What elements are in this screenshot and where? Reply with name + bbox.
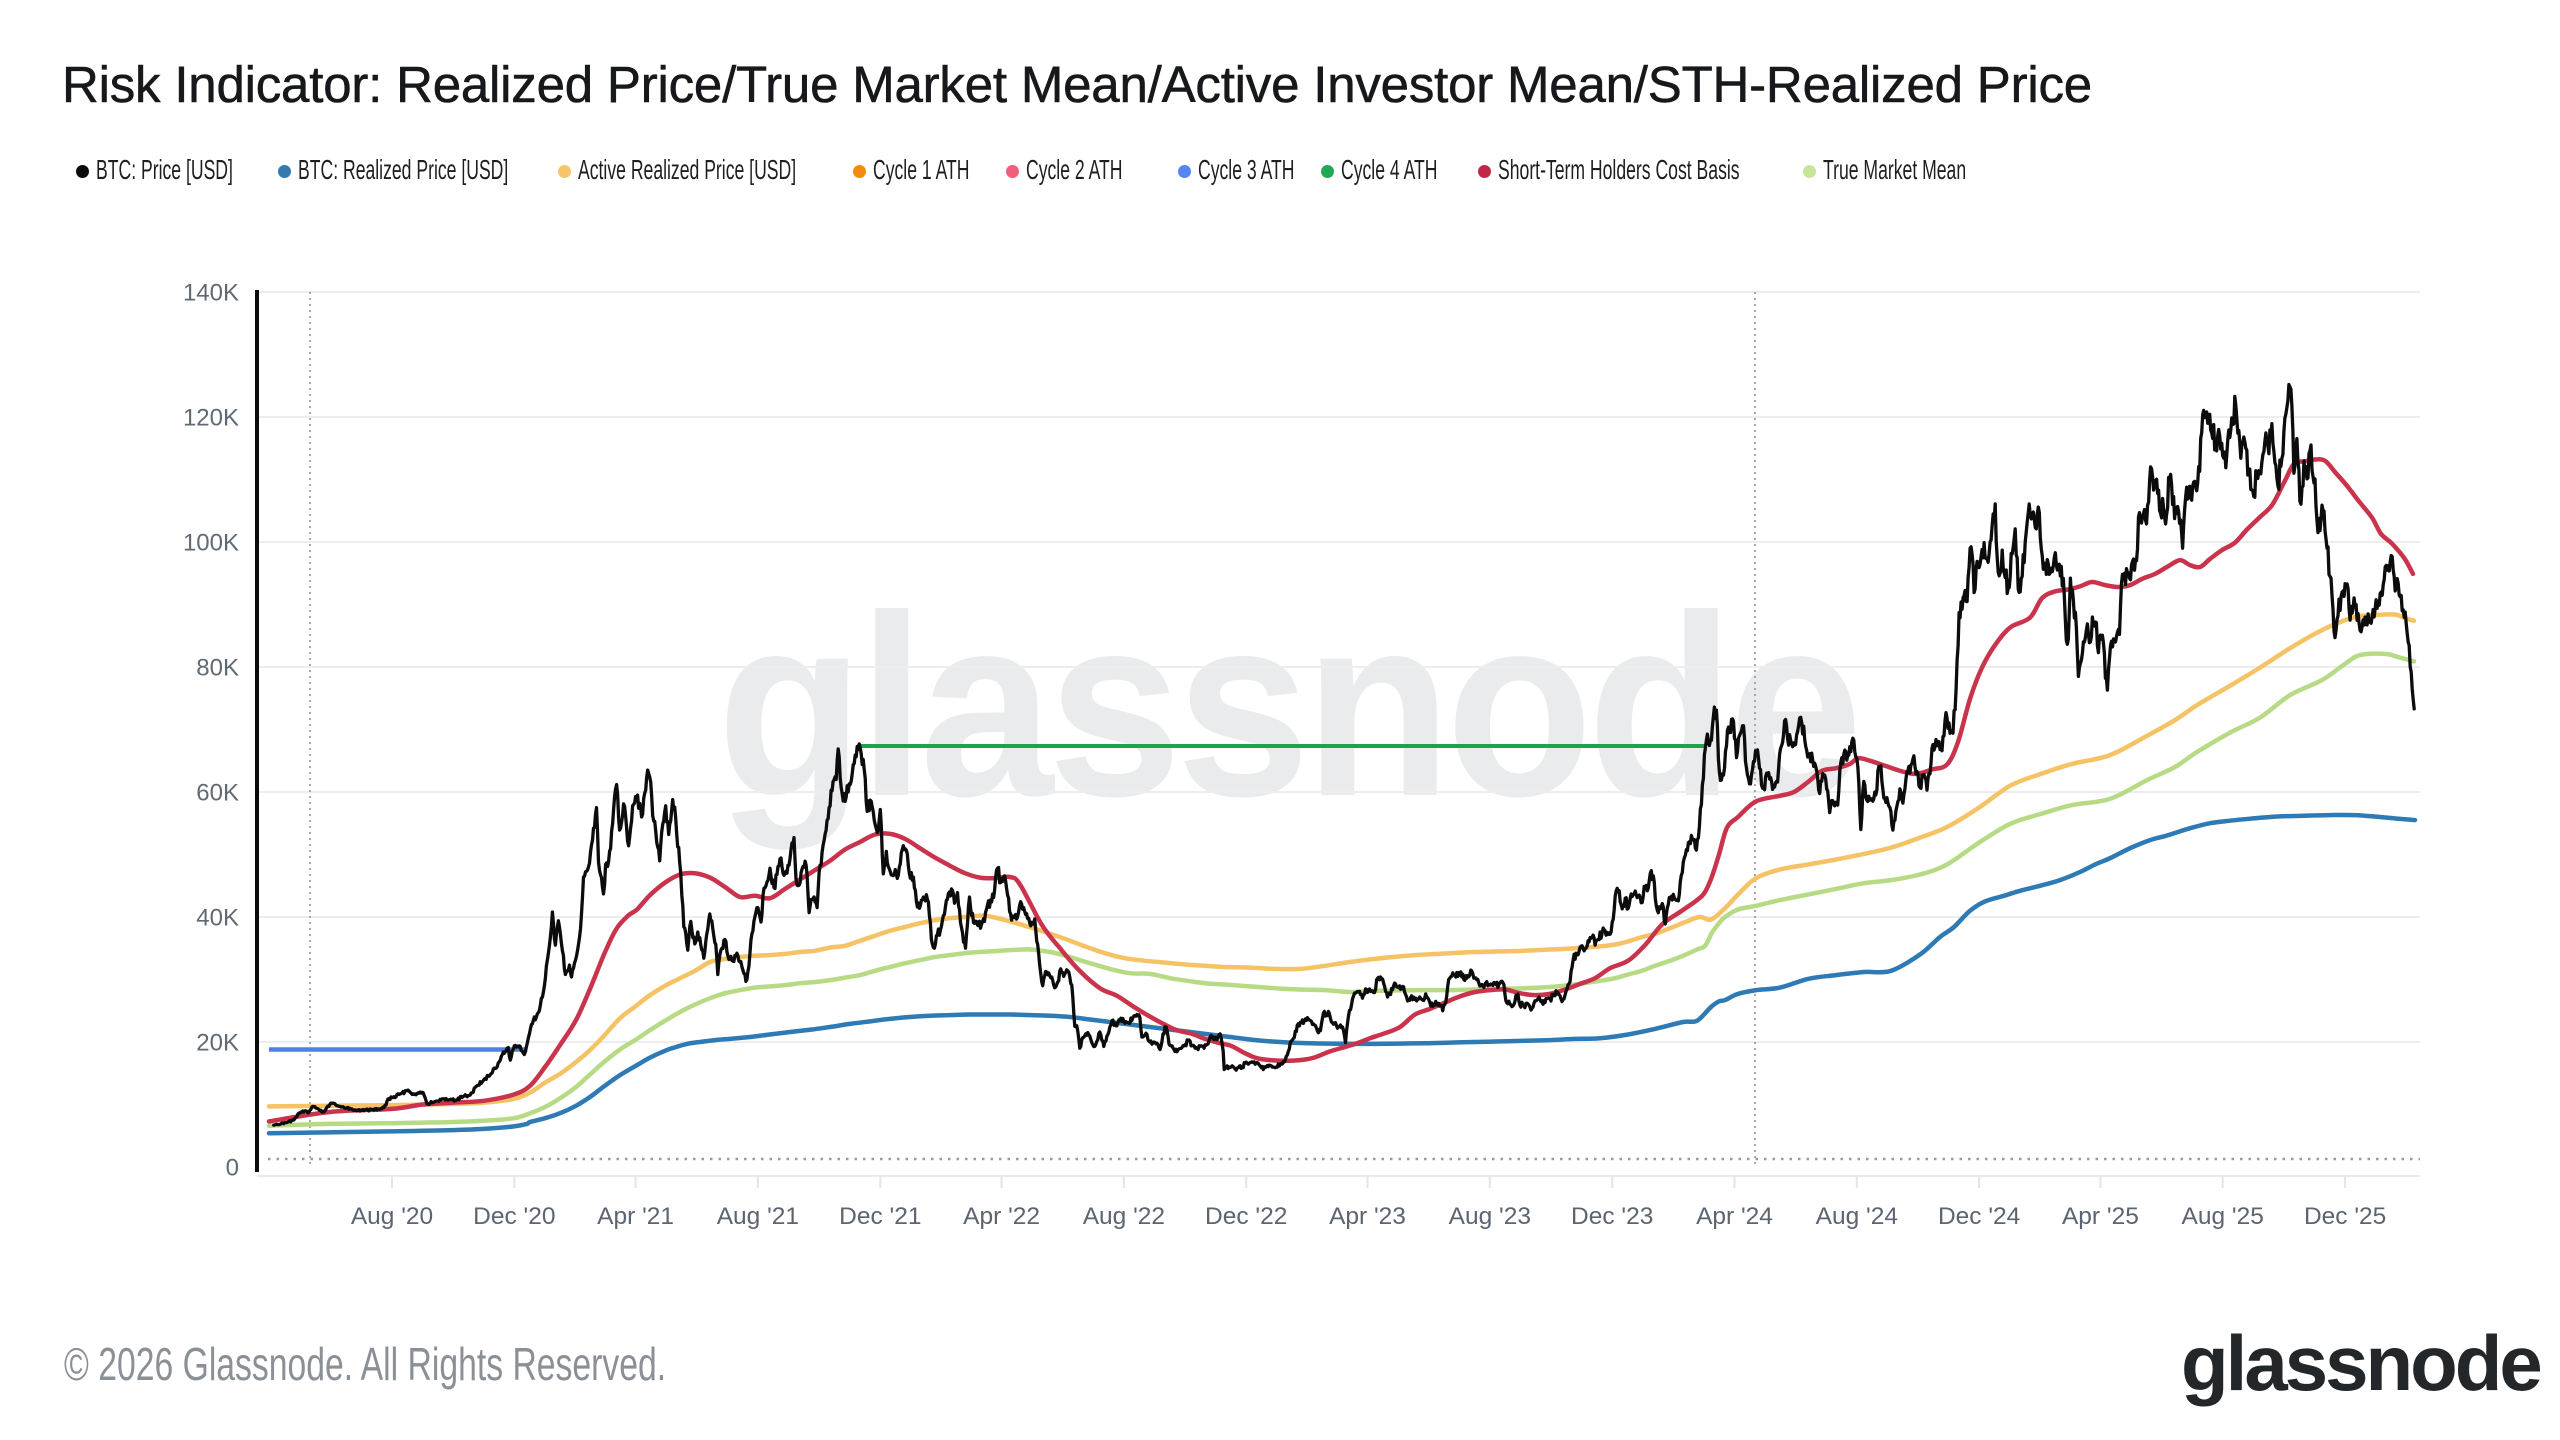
svg-text:120K: 120K xyxy=(183,405,239,432)
svg-text:glassnode: glassnode xyxy=(717,561,1857,851)
svg-text:0: 0 xyxy=(226,1155,239,1182)
svg-text:Aug '20: Aug '20 xyxy=(351,1203,433,1230)
svg-text:60K: 60K xyxy=(196,780,239,807)
svg-text:Apr '22: Apr '22 xyxy=(963,1203,1040,1230)
svg-text:Apr '23: Apr '23 xyxy=(1329,1203,1406,1230)
svg-text:Dec '22: Dec '22 xyxy=(1205,1203,1287,1230)
svg-text:Apr '21: Apr '21 xyxy=(597,1203,674,1230)
svg-text:Dec '20: Dec '20 xyxy=(473,1203,555,1230)
svg-text:Dec '25: Dec '25 xyxy=(2304,1203,2386,1230)
svg-text:100K: 100K xyxy=(183,530,239,557)
svg-text:Dec '23: Dec '23 xyxy=(1571,1203,1653,1230)
svg-text:Dec '24: Dec '24 xyxy=(1938,1203,2020,1230)
svg-text:Aug '24: Aug '24 xyxy=(1816,1203,1898,1230)
svg-text:Apr '24: Apr '24 xyxy=(1696,1203,1773,1230)
svg-text:Aug '25: Aug '25 xyxy=(2182,1203,2264,1230)
svg-text:Aug '22: Aug '22 xyxy=(1083,1203,1165,1230)
svg-text:40K: 40K xyxy=(196,905,239,932)
svg-text:Aug '21: Aug '21 xyxy=(717,1203,799,1230)
svg-text:Apr '25: Apr '25 xyxy=(2062,1203,2139,1230)
svg-text:20K: 20K xyxy=(196,1030,239,1057)
svg-text:140K: 140K xyxy=(183,280,239,307)
svg-text:Dec '21: Dec '21 xyxy=(839,1203,921,1230)
svg-text:80K: 80K xyxy=(196,655,239,682)
svg-text:Aug '23: Aug '23 xyxy=(1449,1203,1531,1230)
